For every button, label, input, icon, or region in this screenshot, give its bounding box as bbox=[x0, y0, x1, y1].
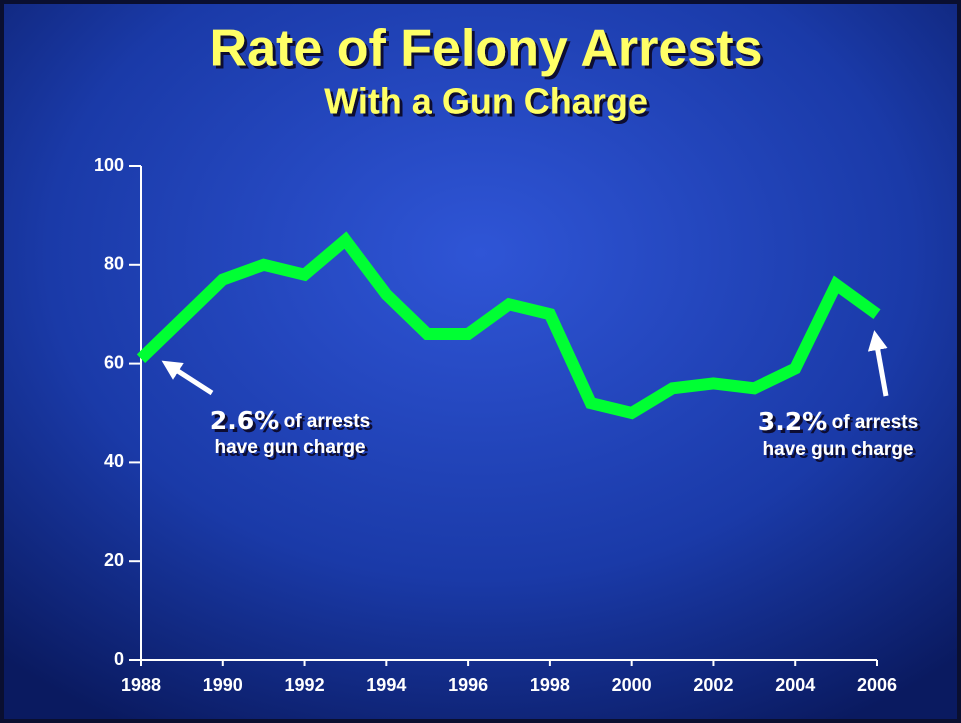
y-tick-label: 20 bbox=[104, 550, 124, 570]
chart-subtitle: With a Gun Charge bbox=[324, 81, 648, 122]
annotation: 3.2% of arrests bbox=[758, 407, 918, 436]
x-tick-label: 2006 bbox=[857, 675, 897, 695]
annotation-text: of arrests bbox=[832, 412, 919, 433]
data-line bbox=[136, 231, 881, 420]
x-tick-label: 2000 bbox=[612, 675, 652, 695]
annotation-value: 2.6% bbox=[210, 406, 279, 435]
y-tick-label: 80 bbox=[104, 254, 124, 274]
annotation: 2.6% of arrests bbox=[210, 406, 370, 435]
x-tick-label: 1996 bbox=[448, 675, 488, 695]
y-tick-label: 100 bbox=[94, 155, 124, 175]
annotation-text: of arrests bbox=[284, 411, 371, 432]
chart-title: Rate of Felony Arrests bbox=[210, 20, 763, 78]
plot-area: 0 20 40 60 80 100 1988 1990 1992 1994 1996 1998 2000… bbox=[94, 155, 897, 695]
annotation-line: have gun charge bbox=[215, 437, 366, 458]
arrow bbox=[161, 360, 214, 396]
x-tick-label: 2002 bbox=[693, 675, 733, 695]
x-tick-label: 1988 bbox=[121, 675, 161, 695]
x-tick-label: 1998 bbox=[530, 675, 570, 695]
arrow bbox=[867, 330, 889, 397]
y-tick-label: 60 bbox=[104, 352, 124, 372]
y-tick-label: 0 bbox=[114, 649, 124, 669]
x-tick-label: 1994 bbox=[366, 675, 406, 695]
x-tick-label: 1990 bbox=[203, 675, 243, 695]
annotation-line: have gun charge bbox=[763, 439, 914, 460]
x-tick-label: 2004 bbox=[775, 675, 815, 695]
y-tick-label: 40 bbox=[104, 451, 124, 471]
annotation-value: 3.2% bbox=[758, 407, 827, 436]
x-tick-label: 1992 bbox=[285, 675, 325, 695]
